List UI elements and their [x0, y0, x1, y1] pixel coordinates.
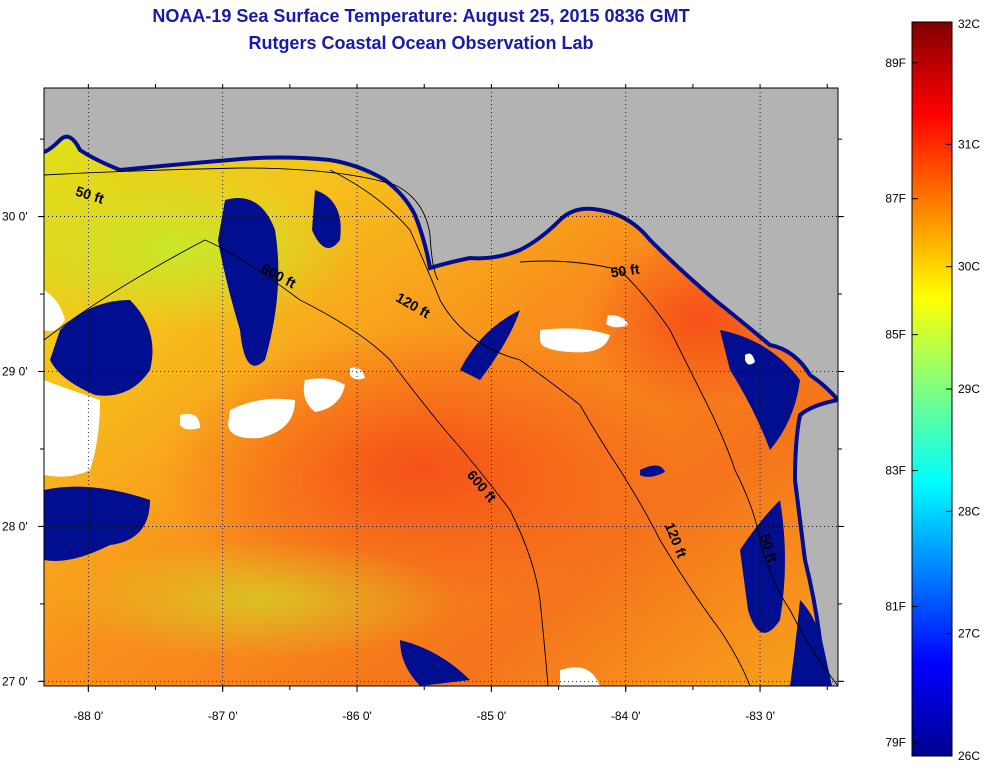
celsius-label: 30C — [958, 260, 980, 274]
depth-contour-label: 50 ft — [610, 261, 641, 281]
contour-600ft — [44, 239, 549, 686]
celsius-label: 29C — [958, 382, 980, 396]
coastline — [44, 134, 838, 402]
cool-band-south — [60, 540, 460, 660]
axis-ticks: -88 0' -87 0' -86 0' -85 0' -84 0' -83 0' 27 0… — [2, 84, 844, 723]
lat-tick-label: 29 0' — [2, 365, 28, 379]
cloud-patches — [44, 290, 755, 686]
celsius-label: 31C — [958, 137, 980, 151]
celsius-label: 28C — [958, 504, 980, 518]
lat-tick-label: 27 0' — [2, 674, 28, 688]
lon-tick-label: -84 0' — [611, 709, 641, 723]
graticule — [44, 88, 838, 686]
coastline-peninsula — [792, 398, 838, 686]
depth-contours — [44, 167, 838, 686]
colorbar-scale — [911, 21, 953, 757]
celsius-label: 26C — [958, 749, 980, 763]
fahrenheit-label: 79F — [885, 735, 906, 749]
contour-50ft-east — [519, 260, 838, 686]
cool-shelf-water — [44, 170, 360, 330]
lon-tick-label: -88 0' — [74, 709, 104, 723]
cold-patches — [44, 90, 838, 686]
lon-tick-label: -83 0' — [745, 709, 775, 723]
colorbar-labels: 32C 31C 30C 29C 28C 27C 26C 89F 87F 85F 83F 81F 79F — [885, 17, 980, 763]
fahrenheit-label: 81F — [885, 599, 906, 613]
celsius-label: 32C — [958, 17, 980, 31]
lat-tick-label: 30 0' — [2, 210, 28, 224]
land — [44, 88, 838, 686]
fahrenheit-label: 87F — [885, 192, 906, 206]
fahrenheit-label: 89F — [885, 56, 906, 70]
map-subtitle: Rutgers Coastal Ocean Observation Lab — [248, 33, 594, 53]
map-frame — [43, 87, 839, 687]
contour-120ft — [329, 169, 751, 686]
lon-tick-label: -85 0' — [477, 709, 507, 723]
contour-50ft-west — [44, 167, 439, 281]
fahrenheit-label: 85F — [885, 328, 906, 342]
map-title: NOAA-19 Sea Surface Temperature: August … — [152, 6, 690, 26]
lon-tick-label: -87 0' — [208, 709, 238, 723]
celsius-label: 27C — [958, 627, 980, 641]
lon-tick-label: -86 0' — [342, 709, 372, 723]
lat-tick-label: 28 0' — [2, 519, 28, 533]
fahrenheit-label: 83F — [885, 464, 906, 478]
